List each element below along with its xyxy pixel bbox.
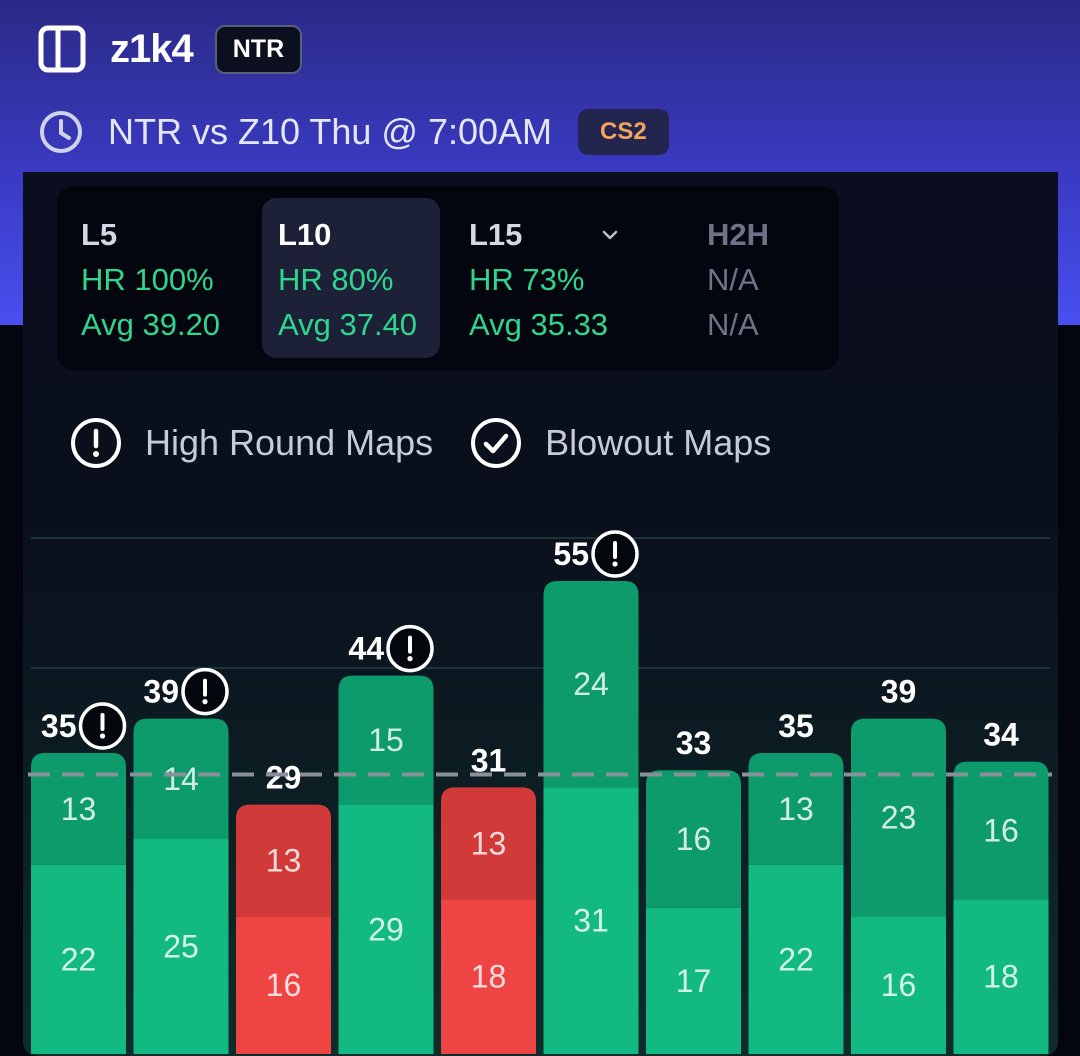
bar-top-value: 23 bbox=[881, 800, 917, 836]
bar-bottom-value: 29 bbox=[368, 911, 404, 947]
bar-bottom-value: 17 bbox=[676, 963, 712, 999]
high-round-icon-dot bbox=[407, 656, 413, 662]
bar-bottom-value: 25 bbox=[163, 929, 199, 965]
bar-segment-bottom bbox=[236, 916, 331, 1054]
bar-top-value: 13 bbox=[266, 843, 302, 879]
high-round-icon-dot bbox=[99, 733, 106, 739]
legend-blowout[interactable]: Blowout Maps bbox=[469, 416, 771, 470]
bar-top-value: 16 bbox=[983, 812, 1019, 848]
bar-segment-top bbox=[133, 718, 229, 839]
tab-average: N/A bbox=[707, 307, 759, 342]
clock-icon bbox=[40, 111, 82, 153]
game-badge: CS2 bbox=[578, 109, 669, 155]
chart-legend: High Round Maps Blowout Maps bbox=[69, 416, 807, 470]
bar-segment-bottom bbox=[133, 839, 229, 1054]
bar-bottom-value: 31 bbox=[573, 903, 609, 939]
bar-segment-top bbox=[748, 753, 844, 865]
bar-bottom-value: 18 bbox=[983, 959, 1019, 995]
exclamation-circle-icon bbox=[71, 418, 121, 468]
legend-label: Blowout Maps bbox=[545, 422, 772, 463]
tab-label: H2H bbox=[707, 217, 770, 252]
bar-segment-top bbox=[646, 770, 741, 908]
bar-segment-top bbox=[338, 675, 434, 805]
player-name: z1k4 bbox=[110, 26, 194, 71]
bar-top-value: 14 bbox=[163, 761, 199, 797]
team-badge: NTR bbox=[214, 24, 303, 74]
sidebar-toggle-icon[interactable] bbox=[38, 25, 86, 73]
bar-bottom-value: 22 bbox=[778, 941, 814, 977]
bar-segment-top bbox=[543, 581, 639, 788]
bar-segment-bottom bbox=[441, 899, 536, 1054]
bar-segment-bottom bbox=[748, 864, 844, 1054]
tab-hit-rate: HR 73% bbox=[469, 262, 585, 297]
tab-label: L10 bbox=[278, 217, 332, 252]
tab-hit-rate: HR 80% bbox=[278, 262, 394, 297]
bar-segment-bottom bbox=[338, 804, 434, 1054]
bar-segment-top bbox=[953, 761, 1049, 900]
tab-hit-rate: N/A bbox=[707, 262, 759, 297]
match-info: NTR vs Z10 Thu @ 7:00AM bbox=[108, 111, 553, 152]
chevron-down-icon[interactable] bbox=[598, 223, 622, 247]
tab-l15[interactable]: L15 HR 73% Avg 35.33 bbox=[453, 198, 683, 358]
bar-top-value: 13 bbox=[471, 825, 507, 861]
bar-bottom-value: 16 bbox=[266, 967, 302, 1003]
bar-segment-top bbox=[31, 753, 126, 865]
bar-total-label: 33 bbox=[676, 725, 712, 761]
bar-segment-bottom bbox=[31, 864, 126, 1054]
bar-segment-top bbox=[851, 718, 946, 917]
bar-total-label: 29 bbox=[266, 760, 302, 796]
bar-segment-top bbox=[441, 787, 536, 900]
bar-segment-bottom bbox=[953, 899, 1049, 1054]
bar-segment-bottom bbox=[543, 787, 639, 1054]
bar-top-value: 24 bbox=[573, 666, 609, 702]
tab-average: Avg 39.20 bbox=[81, 307, 221, 342]
tab-average: Avg 35.33 bbox=[469, 307, 609, 342]
tab-label: L15 bbox=[469, 217, 523, 252]
check-circle-icon bbox=[471, 418, 522, 468]
bar-total-label: 34 bbox=[983, 717, 1019, 753]
bar-total-label: 35 bbox=[778, 708, 814, 744]
tab-label: L5 bbox=[81, 217, 118, 252]
bar-top-value: 13 bbox=[778, 791, 814, 827]
legend-label: High Round Maps bbox=[145, 422, 434, 463]
bar-total-label: 35 bbox=[41, 708, 77, 744]
bar-total-label: 44 bbox=[348, 631, 384, 667]
high-round-icon-dot bbox=[202, 699, 208, 705]
bar-segment-bottom bbox=[646, 907, 741, 1054]
title-row: z1k4 NTR bbox=[38, 24, 303, 74]
legend-high-round[interactable]: High Round Maps bbox=[69, 416, 433, 470]
bar-top-value: 15 bbox=[368, 722, 404, 758]
bar-bottom-value: 22 bbox=[61, 941, 97, 977]
tab-average: Avg 37.40 bbox=[278, 307, 418, 342]
bar-total-label: 39 bbox=[881, 674, 917, 710]
bar-total-label: 31 bbox=[471, 742, 507, 778]
period-tabs: L5 HR 100% Avg 39.20 L10 HR 80% Avg 37.4… bbox=[57, 186, 839, 370]
bar-top-value: 13 bbox=[61, 791, 97, 827]
bar-segment-bottom bbox=[851, 916, 946, 1054]
bar-total-label: 55 bbox=[553, 536, 589, 572]
match-row: NTR vs Z10 Thu @ 7:00AM CS2 bbox=[38, 106, 669, 158]
tab-hit-rate: HR 100% bbox=[81, 262, 214, 297]
bar-segment-top bbox=[236, 804, 331, 917]
bar-bottom-value: 18 bbox=[471, 959, 507, 995]
bar-bottom-value: 16 bbox=[881, 967, 917, 1003]
tab-l5[interactable]: L5 HR 100% Avg 39.20 bbox=[65, 198, 261, 358]
bar-top-value: 16 bbox=[676, 821, 712, 857]
tab-l10[interactable]: L10 HR 80% Avg 37.40 bbox=[262, 198, 440, 358]
high-round-icon-dot bbox=[612, 561, 618, 567]
stats-panel: L5 HR 100% Avg 39.20 L10 HR 80% Avg 37.4… bbox=[23, 172, 1058, 1056]
bar-total-label: 39 bbox=[143, 674, 179, 710]
tab-h2h[interactable]: H2H N/A N/A bbox=[691, 198, 831, 358]
